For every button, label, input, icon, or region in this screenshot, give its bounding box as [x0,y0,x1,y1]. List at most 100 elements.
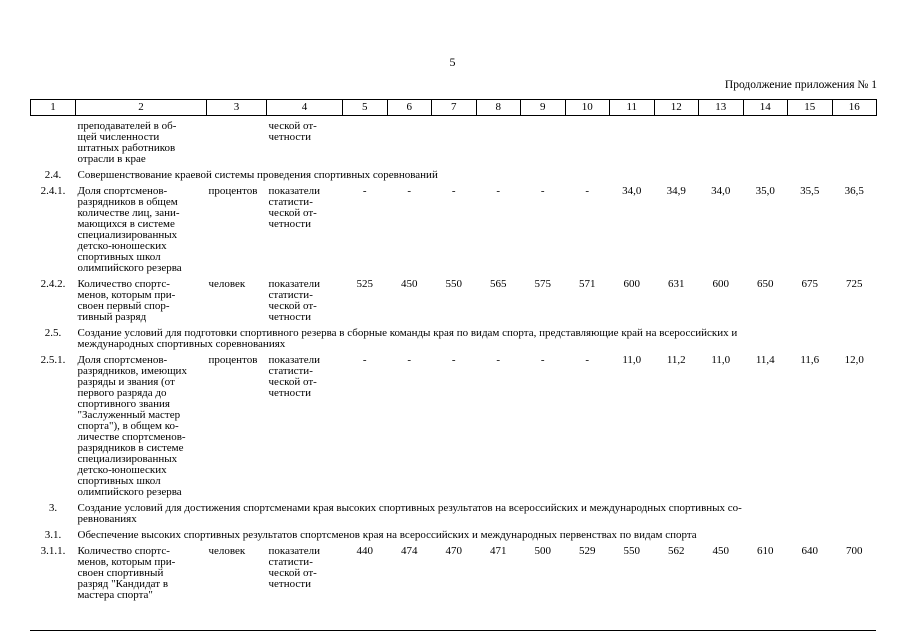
page-number: 5 [449,55,456,69]
value-cell: 11,2 [666,354,686,366]
indicator-cell: показатели статисти- ческой от- четности [268,185,320,230]
value-cell: 35,5 [800,185,820,197]
header-cell-10: 10 [564,99,610,116]
value-cell: 725 [846,278,863,290]
value-cell: 450 [712,545,730,557]
unit-cell [207,116,267,166]
value-cell: - [362,185,367,197]
value-cell: - [451,354,456,366]
section-title-cell: Обеспечение высоких спортивных результат… [77,529,697,541]
indicator-cell: ческой от- четности [268,120,317,143]
value-cell: 500 [534,545,552,557]
value-cell: 529 [579,545,596,557]
value-cell: 600 [712,278,730,290]
value-cell: - [540,185,545,197]
value-cell: 34,0 [711,185,731,197]
section-title-cell: Создание условий для достижения спортсме… [77,502,742,525]
indicator-cell: показатели статисти- ческой от- четности [268,354,320,399]
header-cell-15: 15 [787,99,833,116]
value-cell: 575 [534,278,552,290]
value-cell: 640 [801,545,819,557]
value-cell: - [496,185,501,197]
value-cell: - [496,354,501,366]
value-cell: 610 [757,545,774,557]
header-cell-8: 8 [475,99,521,116]
header-cell-7: 7 [431,99,477,116]
table-row-2-4-2: 2.4.2. Количество спортс- менов, которым… [31,274,877,323]
header-cell-9: 9 [520,99,566,116]
table-header-row: 1 2 3 4 5 6 7 8 9 10 11 12 13 14 15 16 [30,99,877,116]
value-cell: 450 [401,278,418,290]
value-cell: 631 [668,278,685,290]
value-cell: 550 [445,278,463,290]
value-cell: 34,9 [666,185,686,197]
value-cell: - [407,185,412,197]
header-cell-6: 6 [386,99,432,116]
value-cell: 440 [356,545,374,557]
description-cell: преподавателей в об- щей численности шта… [77,120,177,165]
section-row-2-4: 2.4. Совершенствование краевой системы п… [31,165,877,181]
appendix-table: 1 2 3 4 5 6 7 8 9 10 11 12 13 14 15 16 п… [30,99,877,601]
page-bottom-rule [30,630,876,631]
value-cell: 700 [846,545,863,557]
value-cell: 11,6 [800,354,820,366]
unit-cell: человек [208,545,246,557]
value-cell: 35,0 [755,185,775,197]
value-cell: - [407,354,412,366]
row-number-cell: 3.1. [44,529,62,541]
value-cell: 11,0 [622,354,642,366]
value-cell: 562 [668,545,685,557]
row-number-cell: 2.4.1. [40,185,66,197]
value-cell: 525 [356,278,374,290]
table-row-2-5-1: 2.5.1. Доля спортсменов- разрядников, им… [31,350,877,498]
description-cell: Доля спортсменов- разрядников в общем ко… [77,185,182,274]
value-cell: 571 [579,278,596,290]
values-cell [343,116,877,166]
indicator-cell: показатели статисти- ческой от- четности [268,278,320,323]
header-cell-12: 12 [653,99,699,116]
header-cell-3: 3 [206,99,267,116]
value-cell: 600 [623,278,641,290]
section-title-cell: Совершенствование краевой системы провед… [77,169,438,181]
header-cell-14: 14 [742,99,788,116]
header-cell-2: 2 [75,99,207,116]
table-row-2-4-1: 2.4.1. Доля спортсменов- разрядников в о… [31,181,877,274]
header-cell-1: 1 [30,99,76,116]
value-cell: 34,0 [622,185,642,197]
unit-cell: человек [208,278,246,290]
value-cell: 550 [623,545,641,557]
description-cell: Количество спортс- менов, которым при- с… [77,278,176,323]
header-cell-11: 11 [609,99,655,116]
row-number-cell: 2.4.2. [40,278,66,290]
header-cell-5: 5 [342,99,388,116]
indicator-cell: показатели статисти- ческой от- четности [268,545,320,590]
value-cell: - [451,185,456,197]
value-cell: 471 [490,545,507,557]
value-cell: 565 [490,278,507,290]
value-cell: - [362,354,367,366]
unit-cell: процентов [208,354,258,366]
header-cell-4: 4 [266,99,343,116]
row-number-cell: 2.4. [44,169,62,181]
row-number-cell: 2.5. [44,327,62,339]
header-cell-13: 13 [698,99,744,116]
section-title-cell: Создание условий для подготовки спортивн… [77,327,738,350]
value-cell: 12,0 [844,354,864,366]
row-number-cell: 3.1.1. [40,545,66,557]
description-cell: Доля спортсменов- разрядников, имеющих р… [77,354,187,498]
value-cell: 474 [401,545,418,557]
value-cell: 650 [757,278,774,290]
value-cell: - [585,354,590,366]
continuation-note: Продолжение приложения № 1 [724,79,877,91]
value-cell: 11,0 [711,354,731,366]
value-cell: 11,4 [755,354,775,366]
section-row-3: 3. Создание условий для достижения спорт… [31,498,877,525]
row-number-cell [31,116,76,166]
value-cell: - [585,185,590,197]
header-cell-16: 16 [831,99,877,116]
row-number-cell: 3. [48,502,58,514]
row-number-cell: 2.5.1. [40,354,66,366]
description-cell: Количество спортс- менов, которым при- с… [77,545,176,601]
value-cell: 470 [445,545,463,557]
